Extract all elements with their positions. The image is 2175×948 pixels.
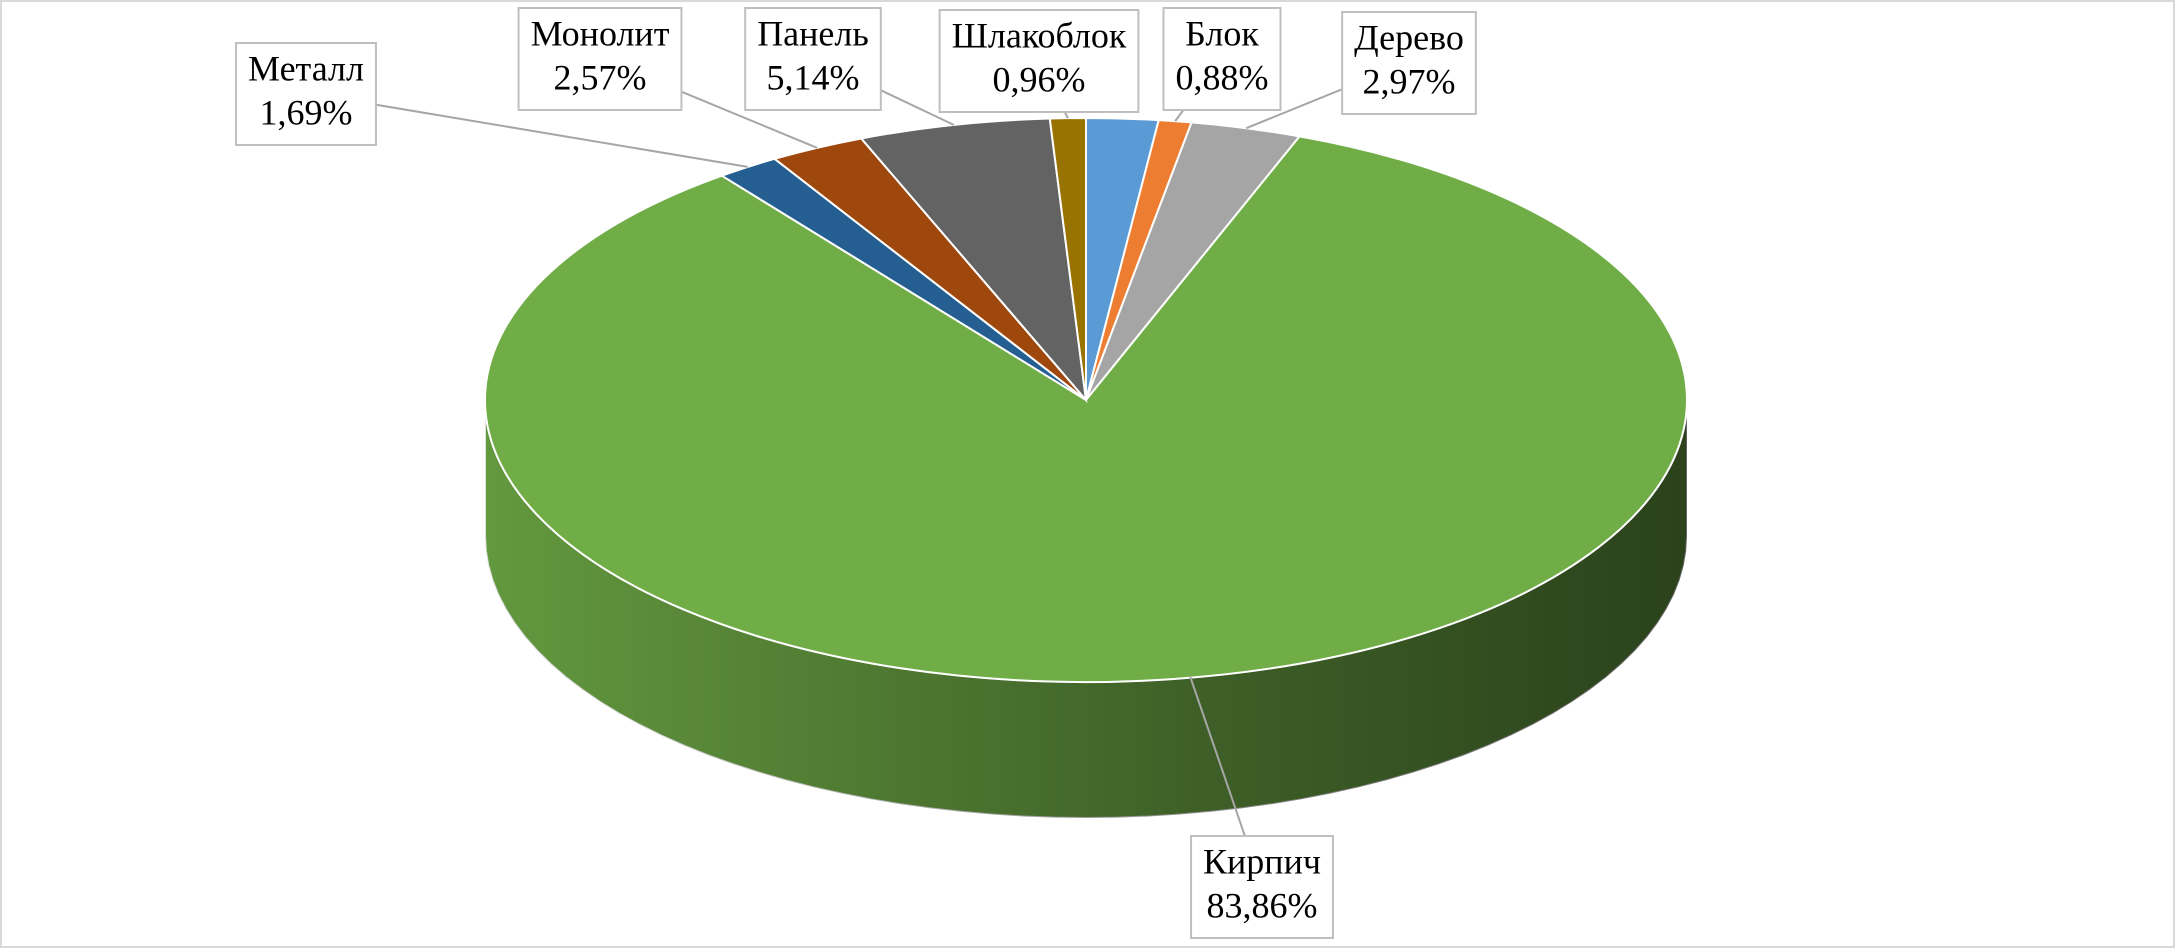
slice: [484, 135, 1688, 683]
label-value: 2,97%: [1363, 61, 1456, 101]
label-category: Металл: [248, 48, 364, 88]
label-box: [938, 9, 1140, 113]
label-box: [517, 7, 683, 111]
label-category: Панель: [757, 13, 869, 53]
label-value: 1,69%: [260, 92, 353, 132]
leader-line: [305, 92, 748, 168]
label-box: [1190, 835, 1334, 939]
label-category: Блок: [1185, 13, 1259, 53]
label-category: Монолит: [531, 13, 670, 53]
label-value: 2,57%: [554, 57, 647, 97]
label-value: 83,86%: [1207, 885, 1318, 925]
label-box: [1162, 7, 1282, 111]
side-shade: [485, 400, 1687, 818]
label-value: 0,96%: [993, 59, 1086, 99]
label-value: 0,88%: [1176, 57, 1269, 97]
label-category: Кирпич: [1203, 841, 1321, 881]
label-box: [1341, 11, 1477, 115]
pie-top: [484, 116, 1688, 683]
label-box: [235, 42, 377, 146]
label-category: Дерево: [1354, 17, 1464, 57]
label-category: Шлакоблок: [952, 15, 1127, 55]
label-value: 5,14%: [767, 57, 860, 97]
label-box: [744, 7, 882, 111]
